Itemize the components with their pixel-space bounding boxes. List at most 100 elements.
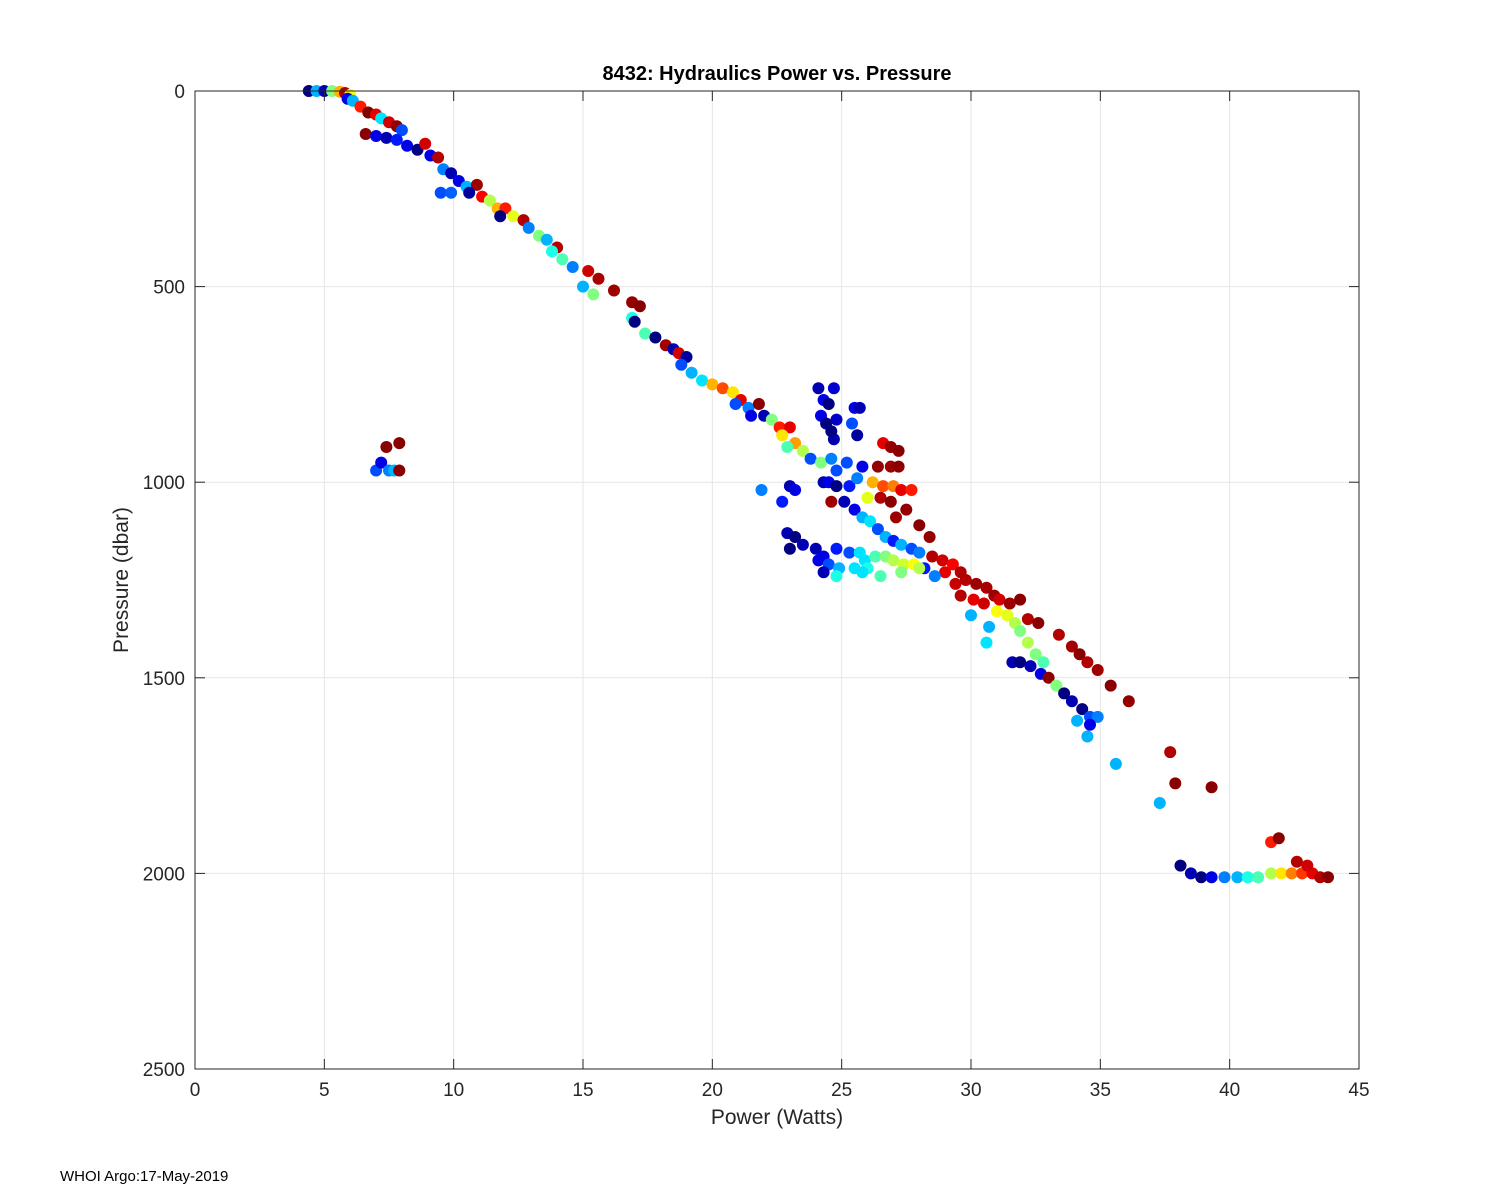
- y-tick-label: 500: [153, 278, 185, 299]
- data-point: [848, 503, 861, 516]
- data-point: [716, 382, 729, 395]
- data-point: [851, 429, 864, 442]
- data-point: [970, 577, 983, 590]
- data-point: [540, 233, 553, 246]
- x-tick-label: 0: [190, 1080, 201, 1101]
- data-point: [633, 300, 646, 313]
- data-point: [1001, 609, 1014, 622]
- data-point: [977, 597, 990, 610]
- data-point: [838, 495, 851, 508]
- data-point: [1104, 679, 1117, 692]
- data-point: [649, 331, 662, 344]
- data-point: [913, 546, 926, 559]
- data-point: [825, 452, 838, 465]
- data-point: [445, 167, 458, 180]
- data-point: [830, 464, 843, 477]
- data-point: [853, 401, 866, 414]
- data-point: [380, 441, 393, 453]
- data-point: [639, 327, 652, 340]
- data-point: [851, 472, 864, 485]
- data-point: [783, 421, 796, 434]
- data-point: [843, 546, 856, 559]
- data-point: [1218, 871, 1231, 884]
- data-point: [936, 554, 949, 567]
- data-point: [861, 491, 874, 504]
- data-point: [874, 491, 887, 504]
- x-tick-label: 5: [319, 1080, 330, 1101]
- data-point: [395, 124, 408, 137]
- data-point: [729, 398, 742, 410]
- data-point: [1042, 671, 1055, 684]
- data-point: [592, 272, 605, 285]
- data-point: [587, 288, 600, 301]
- grid: [195, 91, 1359, 1069]
- data-point: [1050, 679, 1063, 692]
- data-point: [1037, 656, 1050, 669]
- data-point: [370, 130, 383, 142]
- data-point: [939, 566, 952, 579]
- data-point: [685, 366, 698, 379]
- data-point: [830, 413, 843, 426]
- data-point: [877, 480, 890, 493]
- data-point: [628, 315, 641, 328]
- x-tick-label: 30: [960, 1080, 981, 1101]
- data-point: [905, 484, 918, 496]
- data-point: [1014, 656, 1027, 669]
- data-point: [980, 581, 993, 594]
- data-point: [1164, 746, 1177, 759]
- data-point: [1184, 867, 1197, 880]
- data-point: [1081, 656, 1094, 669]
- data-point: [946, 558, 959, 571]
- data-point: [884, 495, 897, 508]
- data-point: [393, 464, 406, 477]
- data-point: [895, 538, 908, 551]
- data-point: [827, 382, 840, 395]
- data-point: [871, 523, 884, 536]
- data-point: [967, 593, 980, 606]
- data-point: [871, 460, 884, 473]
- data-point: [913, 519, 926, 532]
- data-point: [1081, 730, 1094, 743]
- chart-title: 8432: Hydraulics Power vs. Pressure: [602, 63, 951, 85]
- data-point: [522, 221, 535, 234]
- data-point: [375, 456, 388, 469]
- data-point: [1241, 871, 1254, 884]
- data-point: [1252, 871, 1265, 884]
- data-point: [1272, 832, 1285, 845]
- data-point: [965, 609, 977, 622]
- data-point: [1195, 871, 1208, 884]
- data-points: [302, 85, 1334, 884]
- plot-frame: [194, 90, 1360, 1070]
- data-point: [765, 413, 778, 426]
- footer-credit: WHOI Argo:17-May-2019: [60, 1168, 229, 1185]
- data-point: [432, 151, 445, 164]
- data-point: [789, 484, 802, 496]
- y-axis-label: Pressure (dbar): [110, 507, 133, 653]
- data-point: [1231, 871, 1244, 884]
- data-point: [856, 566, 869, 579]
- data-point: [895, 484, 908, 496]
- data-point: [577, 280, 589, 293]
- data-point: [1076, 703, 1089, 716]
- data-point: [359, 128, 372, 140]
- data-point: [900, 503, 913, 516]
- data-point: [856, 460, 869, 473]
- data-point: [483, 194, 496, 207]
- data-point: [556, 253, 569, 266]
- data-point: [675, 358, 688, 371]
- data-point: [706, 378, 719, 391]
- x-tick-label: 40: [1219, 1080, 1240, 1101]
- x-tick-label: 15: [572, 1080, 593, 1101]
- data-point: [895, 566, 908, 579]
- data-point: [566, 261, 579, 273]
- data-point: [830, 542, 843, 555]
- data-point: [830, 570, 843, 583]
- data-point: [825, 495, 838, 508]
- data-point: [843, 480, 856, 493]
- data-point: [546, 245, 558, 258]
- data-point: [913, 562, 926, 575]
- data-point: [783, 542, 796, 555]
- data-point: [1052, 628, 1065, 641]
- data-point: [923, 531, 936, 543]
- data-point: [445, 186, 458, 199]
